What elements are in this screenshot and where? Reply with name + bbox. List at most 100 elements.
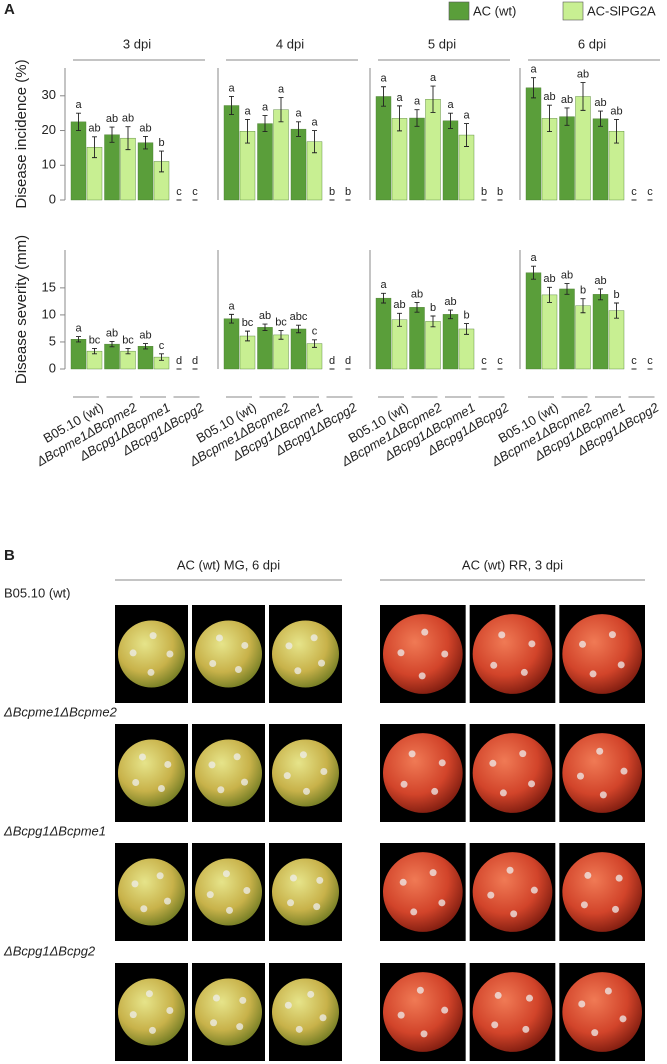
significance-letter: ab — [139, 329, 151, 341]
significance-letter: c — [312, 326, 318, 338]
lesion — [233, 753, 241, 761]
significance-letter: d — [345, 355, 351, 367]
error-bar — [430, 315, 436, 328]
error-bar — [125, 126, 131, 151]
lesion — [438, 899, 446, 907]
bar — [137, 346, 154, 370]
error-bar — [614, 118, 619, 144]
y-tick-label: 15 — [42, 279, 56, 294]
significance-letter: a — [414, 96, 421, 108]
lesion — [579, 640, 587, 648]
lesion — [148, 1026, 156, 1034]
lesion — [591, 1029, 599, 1037]
lesion — [313, 903, 321, 911]
bar — [525, 87, 542, 201]
significance-letter: bc — [242, 317, 254, 329]
error-bar — [92, 347, 97, 355]
error-bar — [381, 86, 386, 107]
significance-letter: c — [176, 186, 182, 198]
error-bar — [92, 136, 97, 159]
lesion — [520, 668, 528, 676]
error-bar — [229, 96, 234, 115]
significance-letter: ab — [594, 97, 606, 109]
error-bar — [580, 82, 586, 111]
significance-letter: d — [176, 355, 182, 367]
error-bar — [381, 292, 386, 304]
lesion — [416, 986, 424, 994]
significance-letter: b — [481, 186, 487, 198]
error-bar — [109, 340, 115, 348]
tomato — [118, 978, 185, 1046]
tomato — [472, 972, 553, 1052]
error-bar — [547, 104, 552, 133]
error-bar — [159, 353, 164, 361]
significance-letter: c — [631, 186, 637, 198]
significance-letter: a — [228, 300, 235, 312]
error-bar — [143, 343, 148, 350]
significance-letter: b — [158, 137, 164, 149]
bar — [575, 305, 591, 370]
lesion — [294, 667, 302, 675]
row-label: ΔBcpg1ΔBcpme1 — [3, 823, 106, 838]
bar — [442, 314, 459, 370]
lesion — [164, 897, 172, 905]
lesion — [490, 661, 498, 669]
tomato — [472, 614, 553, 694]
significance-letter: c — [159, 340, 165, 352]
lesion — [210, 1019, 218, 1027]
lesion — [400, 780, 408, 788]
significance-letter: b — [613, 289, 619, 301]
bar — [525, 272, 542, 370]
lesion — [617, 661, 625, 669]
lesion — [316, 876, 324, 884]
error-bar — [296, 121, 301, 137]
tomato — [118, 858, 185, 926]
lesion — [239, 996, 247, 1004]
lesion — [399, 878, 407, 886]
bar — [575, 96, 591, 201]
lesion — [243, 886, 251, 894]
legend-swatch — [448, 1, 470, 21]
significance-letter: a — [380, 279, 387, 291]
lesion — [241, 641, 249, 649]
significance-letter: a — [447, 99, 454, 111]
significance-letter: c — [631, 355, 637, 367]
bar — [137, 142, 154, 201]
significance-letter: bc — [275, 317, 287, 329]
bar — [70, 121, 87, 201]
significance-letter: a — [311, 116, 318, 128]
row-label: ΔBcpg1ΔBcpg2 — [3, 943, 96, 958]
tomato — [272, 858, 339, 926]
panel-title: 5 dpi — [428, 36, 456, 51]
error-bar — [229, 313, 234, 324]
lesion — [576, 772, 584, 780]
panel-label: B — [4, 547, 15, 564]
error-bar — [547, 286, 552, 303]
bar — [290, 128, 307, 201]
tomato — [195, 858, 262, 926]
lesion — [157, 785, 165, 793]
significance-letter: b — [497, 186, 503, 198]
significance-letter: b — [580, 285, 586, 297]
lesion — [397, 649, 405, 657]
tomato — [383, 614, 463, 694]
significance-letter: ab — [139, 122, 151, 134]
error-bar — [262, 323, 268, 332]
significance-letter: ab — [594, 275, 606, 287]
lesion — [530, 886, 538, 894]
lesion — [431, 787, 439, 795]
panel-label: A — [4, 1, 15, 18]
error-bar — [464, 323, 469, 335]
row-label: B05.10 (wt) — [4, 585, 70, 600]
lesion — [209, 659, 217, 667]
lesion — [408, 750, 416, 758]
lesion — [217, 786, 225, 794]
significance-letter: bc — [122, 334, 134, 346]
significance-letter: d — [329, 355, 335, 367]
lesion — [525, 994, 533, 1002]
lesion — [441, 650, 449, 658]
tomato — [383, 972, 463, 1052]
error-bar — [397, 312, 402, 327]
lesion — [608, 631, 616, 639]
